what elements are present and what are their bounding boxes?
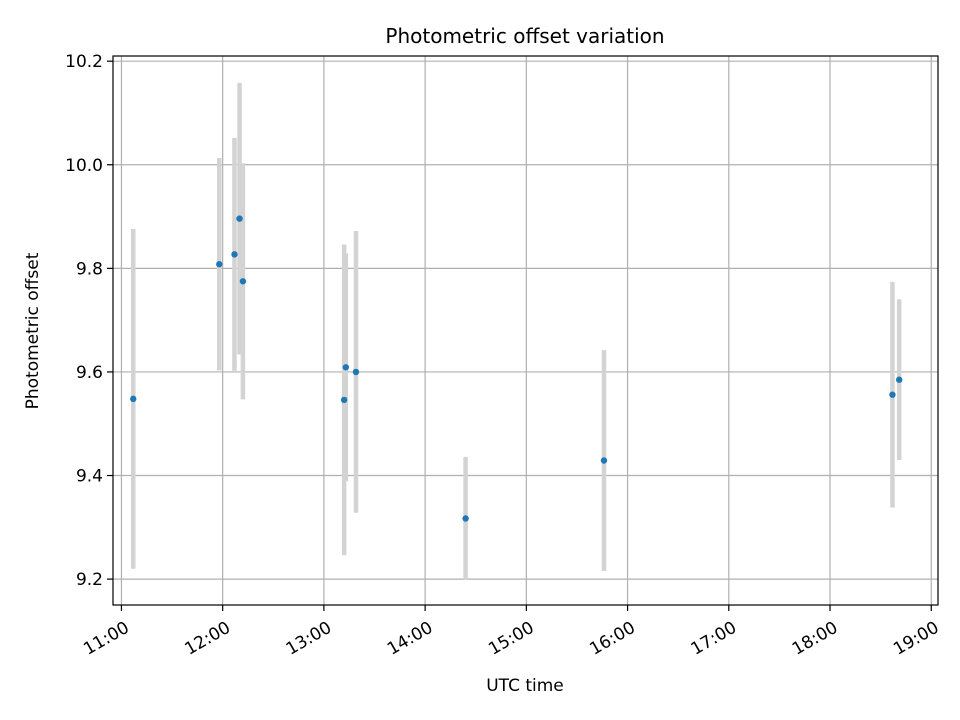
x-tick-label: 18:00 (789, 618, 841, 660)
y-tick-label: 9.6 (76, 363, 103, 383)
data-point (239, 278, 247, 285)
data-point (231, 251, 238, 258)
x-tick-label: 17:00 (688, 618, 740, 660)
data-point (352, 368, 360, 376)
data-point (889, 391, 896, 398)
x-tick-label: 15:00 (485, 618, 537, 660)
data-point (216, 261, 223, 268)
y-tick-label: 9.8 (76, 259, 103, 279)
x-axis-title: UTC time (486, 676, 564, 696)
data-point (340, 396, 348, 404)
chart-title: Photometric offset variation (385, 24, 664, 48)
data-point (130, 395, 137, 403)
y-axis: 9.2 9.4 9.6 9.8 10.0 10.2 (65, 52, 113, 590)
data-points (130, 215, 903, 522)
data-point (342, 364, 350, 371)
x-tick-label: 14:00 (384, 618, 436, 660)
error-bars (130, 82, 902, 581)
plot-frame (112, 55, 939, 606)
x-tick-label: 12:00 (182, 618, 234, 660)
y-tick-label: 9.4 (76, 467, 103, 487)
y-tick-label: 9.2 (76, 570, 103, 590)
data-point (600, 457, 608, 464)
x-tick-label: 16:00 (586, 618, 638, 660)
y-tick-label: 10.0 (65, 156, 103, 176)
x-tick-label: 11:00 (80, 618, 132, 660)
y-tick-label: 10.2 (65, 52, 103, 72)
x-tick-label: 13:00 (283, 618, 335, 660)
y-axis-title: Photometric offset (23, 252, 43, 409)
x-axis: 11:00 12:00 13:00 14:00 15:00 16:00 17:00 18:00… (80, 605, 943, 660)
x-tick-label: 19:00 (890, 618, 942, 660)
grid (113, 56, 938, 605)
data-point (895, 376, 903, 383)
data-point (236, 215, 243, 222)
data-point (462, 515, 469, 522)
